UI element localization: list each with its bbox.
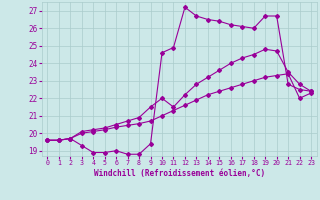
X-axis label: Windchill (Refroidissement éolien,°C): Windchill (Refroidissement éolien,°C) [94, 169, 265, 178]
